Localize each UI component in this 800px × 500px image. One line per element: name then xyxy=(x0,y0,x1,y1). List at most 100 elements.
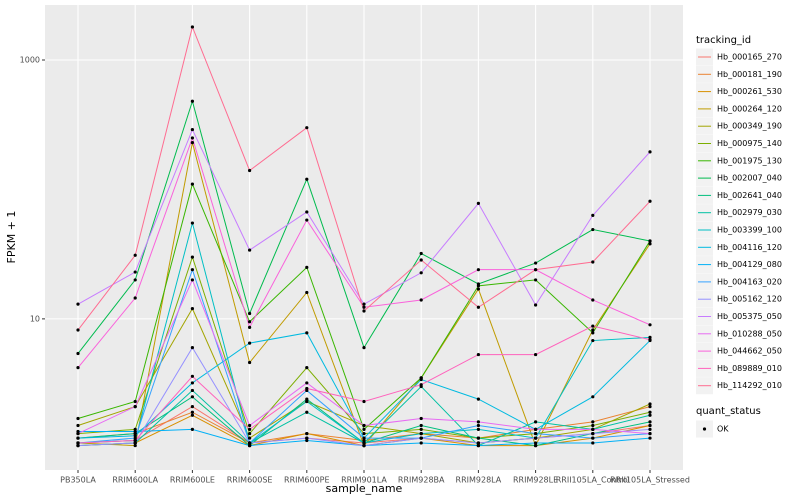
data-point xyxy=(534,278,538,282)
data-point xyxy=(305,177,309,181)
data-point xyxy=(648,410,652,414)
data-point xyxy=(476,427,480,432)
data-point xyxy=(419,251,423,256)
legend-label: Hb_089889_010 xyxy=(717,364,782,373)
data-point xyxy=(419,271,423,275)
legend-label: Hb_004163_020 xyxy=(717,277,782,286)
data-point xyxy=(534,436,538,440)
data-point xyxy=(76,436,80,440)
data-point xyxy=(419,416,423,421)
data-point xyxy=(133,270,137,274)
data-point xyxy=(76,328,80,332)
x-tick-label: RRIM600PE xyxy=(284,476,330,485)
data-point xyxy=(591,441,595,445)
data-point xyxy=(305,126,309,130)
data-point xyxy=(190,413,194,417)
data-point xyxy=(190,268,194,272)
data-point xyxy=(248,320,252,324)
data-point xyxy=(305,210,309,214)
data-point xyxy=(362,431,366,436)
data-point xyxy=(534,303,538,307)
data-point xyxy=(648,323,652,327)
data-point xyxy=(133,438,137,443)
data-point xyxy=(248,443,252,448)
x-tick-label: RRII105LA_Control xyxy=(556,476,630,485)
data-point xyxy=(190,141,194,145)
data-point xyxy=(362,309,366,313)
data-point xyxy=(534,420,538,424)
data-point xyxy=(362,305,366,309)
data-point xyxy=(648,431,652,436)
legend-label: Hb_004116_120 xyxy=(717,243,782,252)
x-tick-label: RRIM600SE xyxy=(227,476,273,485)
data-point xyxy=(419,441,423,445)
data-point xyxy=(648,199,652,203)
legend-label: Hb_000264_120 xyxy=(717,104,782,113)
data-point xyxy=(648,413,652,417)
data-point xyxy=(190,278,194,282)
data-point xyxy=(76,441,80,445)
data-point xyxy=(76,423,80,428)
data-point xyxy=(362,438,366,443)
x-tick-label: RRIM928LE xyxy=(513,476,558,485)
data-point xyxy=(133,405,137,409)
data-point xyxy=(248,441,252,445)
data-point xyxy=(190,381,194,385)
data-point xyxy=(362,436,366,440)
legend-label: Hb_000975_140 xyxy=(717,139,782,148)
data-point xyxy=(76,416,80,421)
legend-label: Hb_044662_050 xyxy=(717,347,782,356)
data-point xyxy=(305,410,309,414)
x-tick-label: RRII105LA_Stressed xyxy=(610,476,690,485)
data-point xyxy=(362,427,366,432)
data-point xyxy=(248,427,252,432)
legend-label: Hb_003399_100 xyxy=(717,226,782,235)
data-point xyxy=(133,253,137,257)
data-point xyxy=(248,436,252,440)
legend-label: Hb_005375_050 xyxy=(717,312,782,321)
data-point xyxy=(648,427,652,432)
data-point xyxy=(133,441,137,445)
data-point xyxy=(419,423,423,428)
data-point xyxy=(648,335,652,339)
x-tick-label: RRIM901LA xyxy=(341,476,387,485)
legend-label: Hb_000165_270 xyxy=(717,53,782,62)
data-point xyxy=(648,239,652,243)
y-tick-label: 1000 xyxy=(20,55,40,64)
legend-label: Hb_002979_030 xyxy=(717,208,782,217)
data-point xyxy=(362,443,366,448)
x-tick-label: RRIM600LE xyxy=(170,476,215,485)
data-point xyxy=(76,302,80,306)
data-point xyxy=(305,397,309,401)
data-point xyxy=(190,388,194,393)
data-point xyxy=(190,395,194,399)
data-point xyxy=(648,150,652,154)
data-point xyxy=(648,423,652,428)
x-tick-label: PB350LA xyxy=(60,476,96,485)
data-point xyxy=(476,397,480,401)
data-point xyxy=(419,431,423,436)
data-point xyxy=(476,441,480,445)
data-point xyxy=(534,352,538,357)
data-point xyxy=(591,427,595,432)
data-point xyxy=(362,345,366,350)
data-point xyxy=(362,441,366,445)
data-point xyxy=(419,427,423,432)
data-point xyxy=(190,255,194,259)
data-point xyxy=(248,431,252,436)
data-point xyxy=(190,307,194,311)
data-point xyxy=(190,182,194,186)
data-point xyxy=(190,221,194,225)
data-point xyxy=(248,341,252,345)
data-point xyxy=(305,399,309,404)
legend-label: Hb_114292_010 xyxy=(717,381,782,390)
data-point xyxy=(76,366,80,370)
data-point xyxy=(648,420,652,424)
data-point xyxy=(591,227,595,232)
data-point xyxy=(419,436,423,440)
legend-label: Hb_004129_080 xyxy=(717,260,782,269)
data-point xyxy=(476,436,480,440)
data-point xyxy=(190,427,194,432)
data-point xyxy=(248,311,252,316)
